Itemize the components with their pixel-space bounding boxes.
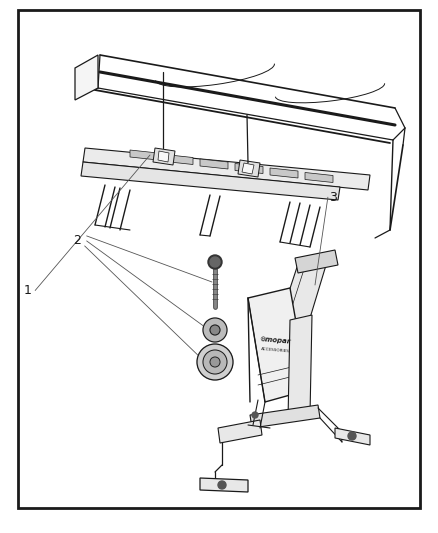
- Text: ⊙mopar: ⊙mopar: [259, 336, 291, 344]
- Circle shape: [197, 344, 233, 380]
- Polygon shape: [242, 163, 254, 174]
- Polygon shape: [153, 148, 175, 165]
- Circle shape: [210, 257, 220, 267]
- Polygon shape: [75, 55, 98, 100]
- Polygon shape: [248, 288, 308, 402]
- Polygon shape: [295, 250, 338, 273]
- Polygon shape: [270, 168, 298, 178]
- Polygon shape: [238, 160, 260, 177]
- Polygon shape: [278, 252, 330, 325]
- Polygon shape: [250, 405, 320, 428]
- Polygon shape: [305, 173, 333, 182]
- Circle shape: [218, 481, 226, 489]
- Polygon shape: [200, 159, 228, 169]
- Polygon shape: [218, 420, 262, 443]
- Circle shape: [210, 325, 220, 335]
- Text: 3: 3: [329, 191, 337, 204]
- Polygon shape: [288, 315, 312, 420]
- Circle shape: [252, 412, 258, 418]
- Text: 2: 2: [73, 235, 81, 247]
- Polygon shape: [158, 151, 169, 162]
- Polygon shape: [165, 155, 193, 165]
- Polygon shape: [335, 428, 370, 445]
- Circle shape: [210, 357, 220, 367]
- Text: 1: 1: [23, 284, 31, 297]
- Circle shape: [203, 350, 227, 374]
- Circle shape: [208, 255, 222, 269]
- Polygon shape: [83, 148, 370, 190]
- Circle shape: [203, 318, 227, 342]
- Polygon shape: [130, 150, 158, 160]
- Polygon shape: [235, 164, 263, 174]
- Polygon shape: [81, 162, 340, 200]
- Circle shape: [348, 432, 356, 440]
- Polygon shape: [200, 478, 248, 492]
- Text: ACCESSORIES: ACCESSORIES: [261, 347, 290, 353]
